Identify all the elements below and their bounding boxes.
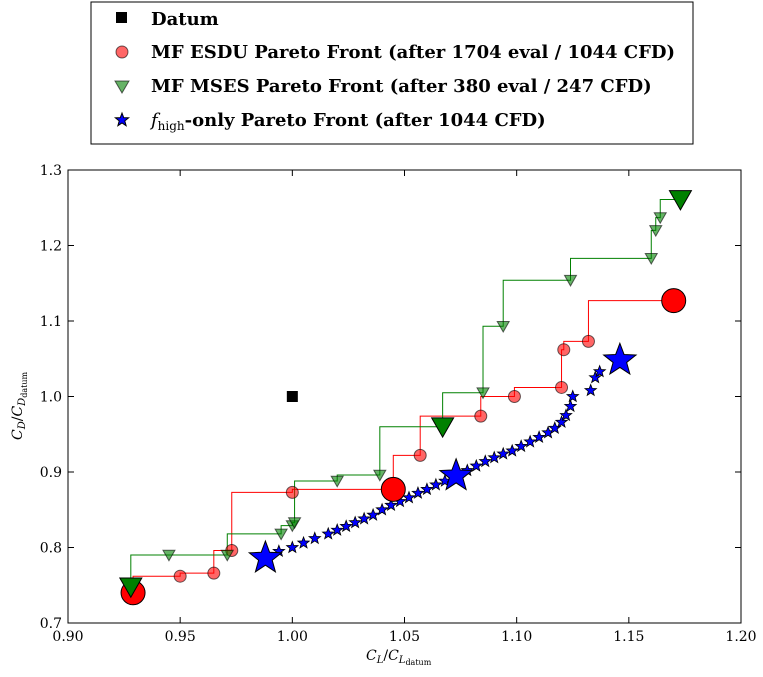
fhigh-point: [339, 519, 353, 533]
x-tick-label: 0.90: [52, 629, 83, 645]
fhigh-point: [321, 526, 336, 540]
fhigh-highlight-point: [438, 457, 474, 491]
fhigh-point: [523, 434, 537, 448]
y-tick-label: 0.9: [40, 465, 62, 481]
fhigh-point: [469, 458, 484, 472]
x-tick-label: 1.00: [277, 629, 308, 645]
legend-esdu-label: MF ESDU Pareto Front (after 1704 eval / …: [151, 42, 675, 63]
fhigh-point: [429, 477, 443, 491]
fhigh-point: [588, 370, 602, 384]
legend-fhigh-suffix: -only Pareto Front (after 1044 CFD): [185, 110, 546, 131]
mses-point: [496, 320, 511, 333]
esdu-highlight-point: [661, 288, 687, 314]
esdu-point: [555, 380, 569, 394]
esdu-point: [285, 485, 299, 499]
y-tick-label: 1.1: [40, 314, 62, 330]
legend: Datum MF ESDU Pareto Front (after 1704 e…: [90, 1, 694, 145]
fhigh-point: [375, 502, 389, 516]
legend-fhigh-marker: [113, 111, 131, 127]
mses-point: [644, 253, 659, 266]
fhigh-point: [366, 507, 380, 521]
fhigh-point: [411, 485, 425, 499]
fhigh-point: [384, 498, 398, 511]
x-tick-label: 1.15: [613, 629, 644, 645]
datum-point: [286, 391, 298, 402]
fhigh-point: [583, 383, 598, 397]
esdu-point: [581, 334, 595, 348]
esdu-point: [474, 409, 488, 423]
legend-esdu-marker: [115, 45, 129, 59]
mses-highlight-point: [430, 417, 455, 439]
mses-highlight-point: [668, 190, 693, 211]
esdu-point: [507, 390, 521, 403]
y-axis-label: CD/CDdatum: [10, 372, 29, 440]
fhigh-point: [348, 515, 362, 529]
fhigh-point: [559, 408, 573, 422]
fhigh-point: [563, 399, 578, 413]
fhigh-point: [330, 522, 344, 536]
fhigh-point: [357, 511, 371, 525]
fhigh-point: [478, 454, 493, 468]
mses-point: [287, 517, 302, 530]
fhigh-point: [565, 389, 580, 403]
mses-point: [220, 549, 235, 562]
fhigh-point: [592, 364, 607, 378]
fhigh-point: [554, 415, 569, 428]
x-tick-label: 1.20: [725, 629, 756, 645]
mses-point: [476, 387, 490, 400]
mses-point: [372, 469, 387, 482]
mses-point: [653, 212, 668, 225]
fhigh-point: [420, 482, 434, 496]
esdu-point: [413, 448, 427, 462]
mses-point: [563, 274, 578, 287]
fhigh-highlight-point: [602, 341, 638, 376]
fhigh-point: [307, 531, 322, 545]
y-tick-label: 1.3: [40, 163, 62, 179]
y-tick-label: 1.0: [40, 390, 62, 406]
x-tick-label: 1.10: [501, 629, 532, 645]
mses-highlight-point: [118, 577, 143, 599]
x-tick-label: 1.05: [389, 629, 420, 645]
fhigh-highlight-point: [247, 539, 283, 573]
esdu-point: [557, 343, 571, 357]
legend-datum-label: Datum: [151, 9, 219, 30]
y-tick-label: 1.2: [40, 239, 62, 255]
fhigh-point: [514, 439, 528, 453]
legend-mses-marker: [114, 80, 130, 94]
x-tick-label: 0.95: [165, 629, 196, 645]
legend-fhigh-sub: high: [158, 119, 185, 133]
legend-frame: [90, 1, 694, 145]
fhigh-point: [487, 450, 502, 464]
x-axis: 0.90 0.95 1.00 1.05 1.10 1.15 1.20: [52, 170, 757, 645]
mses-point: [648, 225, 663, 238]
legend-datum-marker: [116, 12, 127, 23]
fhigh-point: [505, 443, 519, 457]
fhigh-point: [285, 540, 300, 554]
x-axis-label: CL/CLdatum: [366, 648, 432, 667]
mses-point: [274, 528, 288, 541]
legend-fhigh-label: fhigh-only Pareto Front (after 1044 CFD): [149, 110, 546, 133]
y-tick-label: 0.8: [40, 541, 62, 557]
fhigh-point: [496, 446, 510, 460]
esdu-point: [173, 569, 187, 583]
legend-mses-label: MF MSES Pareto Front (after 380 eval / 2…: [151, 76, 652, 97]
fhigh-point: [402, 490, 416, 504]
fhigh-point: [532, 430, 546, 444]
y-tick-label: 0.7: [40, 616, 62, 632]
mses-point: [162, 549, 176, 562]
fhigh-point: [296, 535, 311, 549]
data-markers: [118, 190, 693, 606]
mses-point: [330, 475, 345, 488]
esdu-point: [207, 566, 221, 580]
y-axis: 0.7 0.8 0.9 1.0 1.1 1.2 1.3: [40, 163, 741, 632]
esdu-highlight-point: [380, 476, 406, 502]
